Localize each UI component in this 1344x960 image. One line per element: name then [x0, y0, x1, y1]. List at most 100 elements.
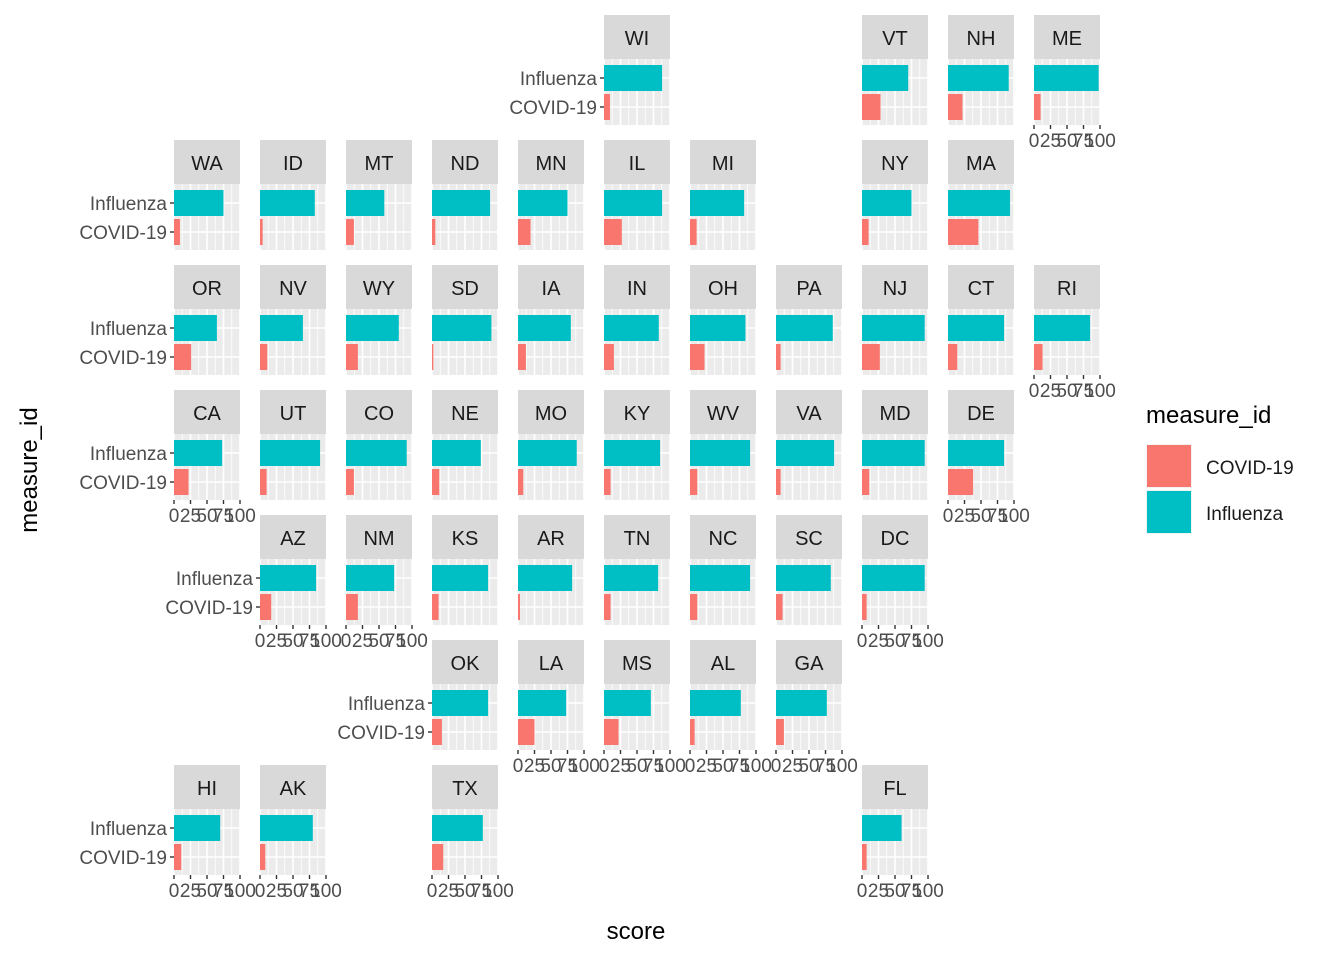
bar-influenza-ri — [1034, 315, 1091, 341]
bar-covid-mi — [690, 219, 697, 245]
bar-covid-or — [174, 344, 192, 370]
x-tick-label: 75 — [557, 756, 578, 777]
y-tick-label: COVID-19 — [79, 848, 167, 869]
facet-strip — [518, 640, 584, 684]
y-tick-label: COVID-19 — [79, 348, 167, 369]
bar-influenza-ne — [432, 440, 481, 466]
legend-title: measure_id — [1146, 402, 1271, 429]
bar-influenza-wv — [690, 440, 751, 466]
y-axis-az: Influenza COVID-19 — [165, 569, 260, 619]
x-tick-label: 50 — [626, 756, 647, 777]
facet-strip — [690, 515, 756, 559]
facet-strip — [690, 640, 756, 684]
bar-influenza-sc — [776, 565, 831, 591]
facet-strip — [690, 390, 756, 434]
bar-covid-oh — [690, 344, 705, 370]
facet-strip-label: ID — [283, 153, 303, 175]
x-tick-label: 0 — [857, 881, 868, 902]
facet-az: AZ — [259, 515, 327, 625]
x-tick-label: 75 — [1073, 381, 1094, 402]
x-tick-label: 50 — [1056, 131, 1077, 152]
facet-strip-label: SC — [795, 528, 823, 550]
facet-dc: DC — [861, 515, 929, 625]
bar-influenza-nc — [690, 565, 751, 591]
facet-strip-label: MA — [966, 153, 997, 175]
bar-influenza-az — [260, 565, 317, 591]
facet-strip-label: NM — [363, 528, 394, 550]
bar-influenza-ca — [174, 440, 223, 466]
x-tick-label: 75 — [901, 631, 922, 652]
facet-strip — [432, 390, 498, 434]
bar-influenza-fl — [862, 815, 902, 841]
facet-strip-label: DE — [967, 403, 995, 425]
facet-id: ID — [259, 140, 327, 250]
y-tick-label: COVID-19 — [79, 473, 167, 494]
bar-influenza-pa — [776, 315, 833, 341]
bar-influenza-ok — [432, 690, 489, 716]
facet-nm: NM — [345, 515, 413, 625]
x-tick-label: 100 — [1084, 381, 1116, 402]
bar-covid-mn — [518, 219, 531, 245]
facet-strip-label: AL — [711, 653, 735, 675]
bar-covid-ga — [776, 719, 784, 745]
x-tick-label: 25 — [1040, 131, 1061, 152]
x-tick-label: 100 — [912, 631, 944, 652]
facet-nj: NJ — [861, 265, 929, 375]
x-tick-label: 0 — [427, 881, 438, 902]
bar-influenza-tn — [604, 565, 659, 591]
facet-mo: MO — [517, 390, 585, 500]
x-axis-title: score — [607, 918, 666, 945]
bar-covid-wi — [604, 94, 610, 120]
x-tick-label: 25 — [266, 881, 287, 902]
x-tick-label: 50 — [196, 506, 217, 527]
facet-oh: OH — [689, 265, 757, 375]
bar-covid-ia — [518, 344, 526, 370]
facet-wv: WV — [689, 390, 757, 500]
facet-strip — [948, 390, 1014, 434]
x-tick-label: 50 — [884, 631, 905, 652]
facet-strip — [690, 265, 756, 309]
x-tick-label: 100 — [740, 756, 772, 777]
facet-strip-label: KY — [624, 403, 651, 425]
bar-influenza-tx — [432, 815, 483, 841]
x-tick-label: 50 — [970, 506, 991, 527]
facet-strip — [174, 765, 240, 809]
legend: measure_id COVID-19 Influenza — [1146, 402, 1294, 534]
x-tick-label: 100 — [310, 631, 342, 652]
facet-la: LA — [517, 640, 585, 750]
facet-ct: CT — [947, 265, 1015, 375]
y-tick-label: Influenza — [348, 694, 426, 715]
x-tick-label: 75 — [213, 881, 234, 902]
facet-strip-label: TN — [624, 528, 651, 550]
x-tick-label: 75 — [901, 881, 922, 902]
bar-covid-nh — [948, 94, 963, 120]
facet-nv: NV — [259, 265, 327, 375]
bar-covid-ar — [518, 594, 520, 620]
bar-influenza-ks — [432, 565, 489, 591]
bar-influenza-id — [260, 190, 315, 216]
y-tick-label: Influenza — [90, 819, 168, 840]
facet-strip-label: TX — [452, 778, 478, 800]
facet-strip — [260, 515, 326, 559]
facet-strip-label: CT — [968, 278, 995, 300]
facet-strip — [518, 140, 584, 184]
y-tick-label: COVID-19 — [165, 598, 253, 619]
x-tick-label: 25 — [1040, 381, 1061, 402]
bar-covid-ak — [260, 844, 266, 870]
bar-covid-mt — [346, 219, 354, 245]
facet-strip-label: NJ — [883, 278, 907, 300]
bar-covid-de — [948, 469, 974, 495]
facet-strip — [948, 140, 1014, 184]
x-tick-label: 100 — [396, 631, 428, 652]
facet-strip-label: NC — [709, 528, 738, 550]
bar-influenza-wi — [604, 65, 663, 91]
facet-strip — [862, 765, 928, 809]
facet-ks: KS — [431, 515, 499, 625]
